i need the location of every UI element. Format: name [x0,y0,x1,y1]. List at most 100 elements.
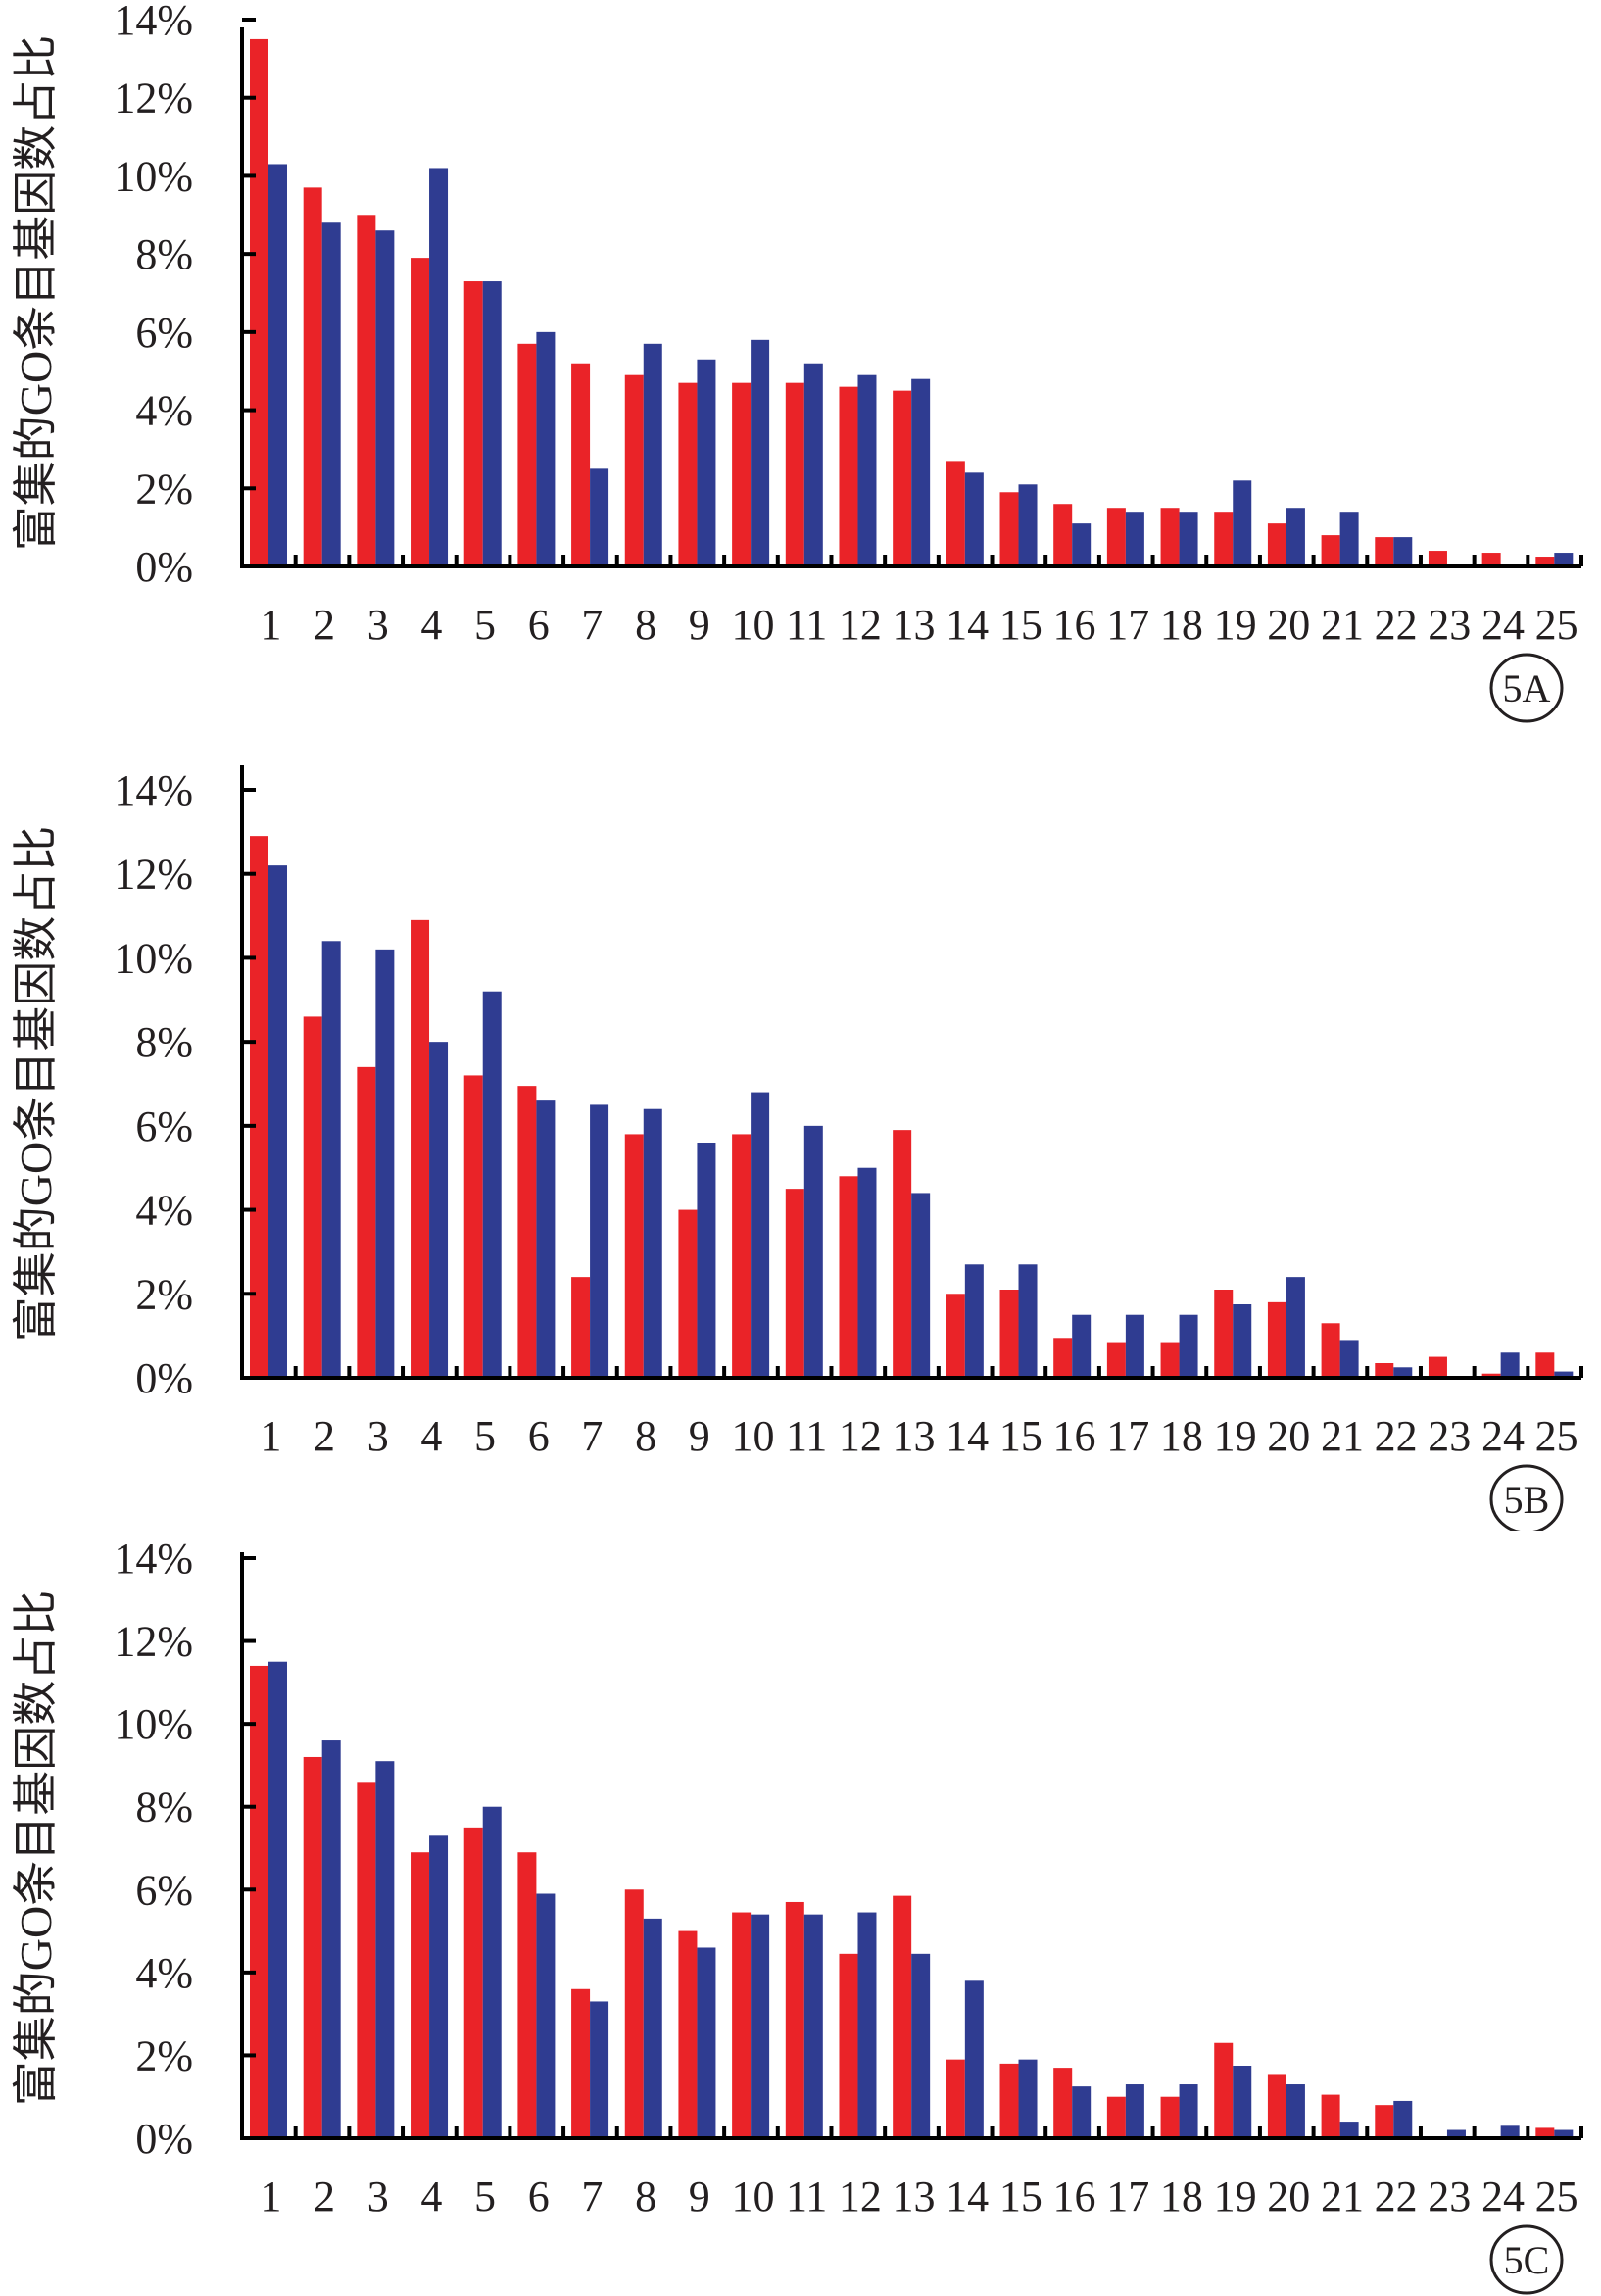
bar-series1-cat25 [1535,557,1555,566]
x-tick-label-19: 19 [1214,1412,1257,1460]
y-tick-label-6: 12% [114,1618,193,1666]
bar-series1-cat3 [357,1066,376,1378]
y-tick-label-3: 6% [135,1102,193,1150]
bar-series1-cat25 [1535,1352,1555,1378]
x-tick-label-6: 6 [528,2173,550,2221]
panel-label-circle [1489,1464,1564,1531]
x-tick-label-21: 21 [1321,601,1364,649]
bar-series2-cat22 [1393,1367,1413,1378]
bar-series2-cat4 [429,1042,449,1378]
bar-series2-cat18 [1179,2084,1198,2138]
x-tick-label-4: 4 [420,1412,442,1460]
x-tick-label-10: 10 [731,601,774,649]
x-tick-label-24: 24 [1481,2173,1525,2221]
x-tick-label-1: 1 [260,1412,281,1460]
bar-series2-cat13 [911,378,931,566]
bar-series1-cat2 [303,1756,322,2138]
bar-series1-cat13 [893,390,912,566]
y-tick-label-3: 6% [135,309,193,357]
bar-series2-cat5 [482,1806,502,2138]
x-tick-label-12: 12 [839,601,882,649]
y-tick-label-1: 2% [135,1270,193,1318]
bar-series2-cat3 [375,230,395,566]
bar-series1-cat22 [1375,537,1394,566]
x-tick-label-19: 19 [1214,2173,1257,2221]
bar-series1-cat17 [1106,1342,1126,1378]
bar-series2-cat11 [803,1914,823,2138]
bar-series2-cat17 [1125,2084,1144,2138]
bar-series1-cat21 [1321,535,1340,566]
y-tick-label-4: 8% [135,1783,193,1832]
x-tick-label-22: 22 [1375,1412,1418,1460]
x-tick-label-24: 24 [1481,1412,1525,1460]
y-tick-label-7: 14% [114,766,193,814]
x-tick-label-8: 8 [635,601,656,649]
y-tick-label-5: 10% [114,934,193,982]
bar-series1-cat16 [1053,504,1073,566]
bar-series2-cat2 [321,222,341,566]
bar-series2-cat2 [321,1740,341,2138]
bar-series2-cat12 [857,1167,877,1378]
y-tick-label-4: 8% [135,1018,193,1066]
x-tick-label-9: 9 [689,1412,710,1460]
bar-series2-cat21 [1339,1340,1359,1378]
x-tick-label-4: 4 [420,601,442,649]
y-tick-label-4: 8% [135,230,193,278]
y-tick-label-1: 2% [135,2031,193,2079]
bar-series1-cat20 [1267,1301,1286,1378]
x-tick-label-11: 11 [786,2173,827,2221]
bar-series1-cat25 [1535,2127,1555,2138]
bar-series2-cat1 [268,1661,287,2138]
bar-series1-cat4 [411,1852,430,2138]
bar-series2-cat23 [1446,2129,1466,2138]
bar-series2-cat10 [751,339,770,566]
x-tick-label-21: 21 [1321,1412,1364,1460]
bar-series1-cat11 [785,1901,804,2138]
x-tick-label-15: 15 [999,2173,1043,2221]
bar-series1-cat7 [571,363,591,566]
x-tick-label-14: 14 [946,1412,989,1460]
x-tick-label-15: 15 [999,1412,1043,1460]
bar-series1-cat16 [1053,1338,1073,1378]
chart-panel-5a: 富集的GO条目基因数占比 0% 2% 4% 6% 8% 10% 12% 14% 1 2 3 4 5 6 7 8 9… [0,0,1601,765]
bar-series2-cat7 [590,468,609,566]
y-tick-label-7: 14% [114,0,193,44]
bar-series1-cat12 [839,1953,858,2138]
bar-series2-cat18 [1179,512,1198,566]
bar-series2-cat25 [1554,553,1574,566]
x-tick-label-25: 25 [1535,2173,1578,2221]
bar-series2-cat10 [751,1092,770,1378]
y-tick-label-0: 0% [135,1354,193,1402]
bar-series2-cat21 [1339,2122,1359,2138]
bar-series2-cat8 [643,1918,662,2138]
bar-series1-cat12 [839,386,858,566]
bar-series1-cat7 [571,1988,591,2138]
bar-series1-cat1 [250,836,268,1378]
bar-series1-cat6 [517,343,537,566]
x-tick-label-13: 13 [893,1412,936,1460]
bar-series1-cat18 [1160,2096,1180,2138]
y-tick-label-2: 4% [135,387,193,435]
bar-series1-cat23 [1428,551,1447,566]
panel-label-circle [1489,653,1564,723]
bar-series2-cat18 [1179,1314,1198,1378]
x-tick-label-20: 20 [1267,2173,1310,2221]
x-tick-label-16: 16 [1053,2173,1096,2221]
y-tick-label-0: 0% [135,543,193,591]
bar-series2-cat7 [590,2001,609,2138]
bar-series2-cat15 [1018,1264,1038,1378]
x-tick-label-7: 7 [581,601,603,649]
bar-series2-cat7 [590,1104,609,1378]
bar-series1-cat14 [946,2059,965,2138]
y-tick-label-5: 10% [114,152,193,200]
x-tick-label-9: 9 [689,601,710,649]
x-tick-label-25: 25 [1535,1412,1578,1460]
bar-series1-cat10 [732,1912,752,2138]
bar-series1-cat10 [732,1134,752,1378]
bar-series2-cat8 [643,1108,662,1378]
bar-series1-cat7 [571,1277,591,1378]
bar-series2-cat8 [643,343,662,566]
bar-series2-cat19 [1233,1304,1252,1378]
bar-series2-cat13 [911,1953,931,2138]
chart-panel-5c: 富集的GO条目基因数占比 0% 2% 4% 6% 8% 10% 12% 14% 1 2 3 4 5 6 7 8 9… [0,1531,1601,2296]
